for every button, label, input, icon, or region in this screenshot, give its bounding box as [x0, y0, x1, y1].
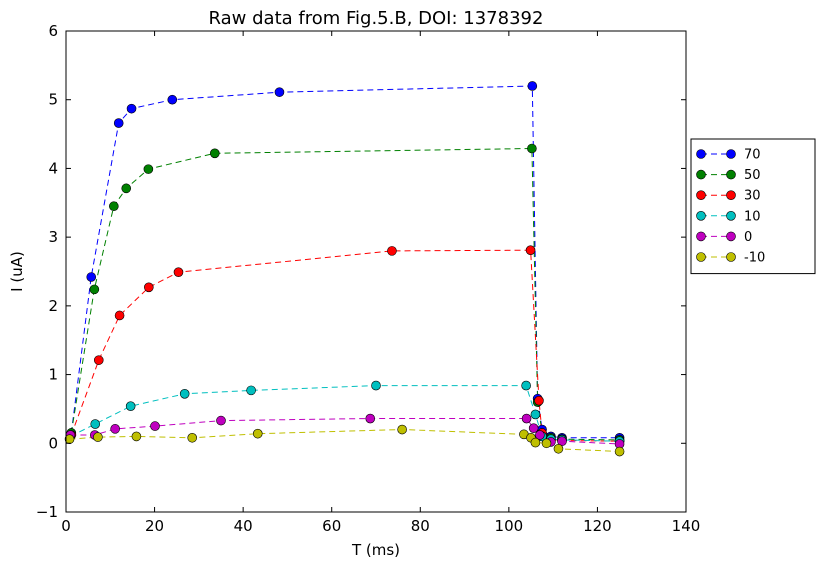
data-point-50: [210, 148, 220, 159]
y-tick-label: 2: [48, 297, 58, 315]
legend-label: 0: [744, 230, 752, 245]
data-point-0: [110, 424, 120, 434]
series-line-10: [70, 385, 620, 442]
legend-marker: [726, 231, 736, 242]
data-point-10: [90, 419, 101, 429]
data-point-30: [144, 282, 154, 293]
data-point--10: [614, 446, 625, 457]
data-point-10: [125, 401, 136, 411]
y-tick-label: 3: [48, 228, 58, 246]
legend-marker: [696, 169, 706, 180]
data-point--10: [541, 438, 552, 449]
data-point-50: [527, 143, 537, 154]
data-point--10: [397, 424, 407, 435]
plot-frame: [65, 30, 687, 513]
legend: 70 50 30 10 0 -10: [690, 138, 816, 275]
x-tick-label: 0: [61, 517, 71, 535]
legend-label: 10: [744, 209, 761, 224]
data-point-0: [521, 413, 532, 424]
data-point-10: [371, 380, 381, 391]
data-point-30: [525, 245, 536, 255]
x-tick-label: 120: [583, 517, 612, 535]
legend-label: 30: [744, 189, 761, 204]
data-point-70: [274, 87, 285, 97]
y-tick-label: 0: [48, 434, 58, 452]
legend-marker: [726, 252, 736, 262]
data-point-0: [216, 415, 226, 426]
legend-box: [690, 138, 816, 275]
data-point-0: [365, 413, 376, 424]
x-tick-label: 40: [234, 517, 253, 535]
data-point-70: [86, 272, 97, 282]
legend-marker: [726, 190, 736, 200]
data-point-30: [114, 310, 125, 321]
legend-label: -10: [744, 251, 765, 266]
data-point-10: [530, 409, 541, 420]
data-point--10: [131, 431, 142, 442]
y-tick-label: 1: [48, 366, 58, 384]
legend-marker: [726, 169, 736, 180]
legend-marker: [696, 231, 706, 242]
x-tick-label: 140: [672, 517, 701, 535]
data-point-50: [109, 201, 119, 212]
data-point-70: [167, 94, 178, 105]
data-point-70: [527, 81, 538, 91]
data-point-30: [387, 246, 397, 256]
data-point-30: [93, 355, 104, 365]
legend-label: 50: [744, 168, 761, 183]
x-tick-label: 20: [145, 517, 164, 535]
y-tick-label: −1: [36, 503, 58, 521]
data-point-0: [150, 421, 160, 431]
legend-marker: [726, 149, 736, 159]
data-point-50: [143, 164, 154, 174]
data-point-0: [528, 423, 539, 433]
legend-marker: [696, 211, 706, 221]
data-point-10: [246, 385, 256, 396]
data-point-30: [173, 267, 184, 277]
chart-title: Raw data from Fig.5.B, DOI: 1378392: [209, 8, 544, 29]
y-tick-label: 4: [48, 159, 58, 177]
y-axis-label: I (uA): [8, 251, 26, 292]
data-point-50: [121, 183, 132, 194]
data-point--10: [93, 432, 103, 442]
data-point--10: [187, 432, 198, 443]
x-tick-label: 80: [411, 517, 430, 535]
legend-marker: [696, 252, 706, 262]
legend-marker: [696, 190, 706, 200]
series-points: [64, 81, 625, 457]
data-point-70: [113, 118, 124, 128]
x-tick-label: 60: [322, 517, 341, 535]
legend-label: 70: [744, 148, 761, 163]
data-point-50: [89, 284, 100, 295]
legend-marker: [726, 211, 736, 221]
data-point-70: [126, 103, 137, 114]
y-tick-label: 5: [48, 91, 58, 109]
y-tick-label: 6: [48, 22, 58, 40]
data-point-10: [179, 389, 190, 399]
legend-marker: [696, 149, 706, 159]
data-point-0: [535, 430, 545, 440]
data-point--10: [530, 437, 541, 448]
data-point-30: [534, 395, 544, 406]
data-point-10: [521, 380, 531, 391]
data-point--10: [252, 428, 263, 439]
x-tick-label: 100: [495, 517, 524, 535]
x-axis-label: T (ms): [351, 541, 400, 559]
data-point--10: [553, 443, 564, 454]
